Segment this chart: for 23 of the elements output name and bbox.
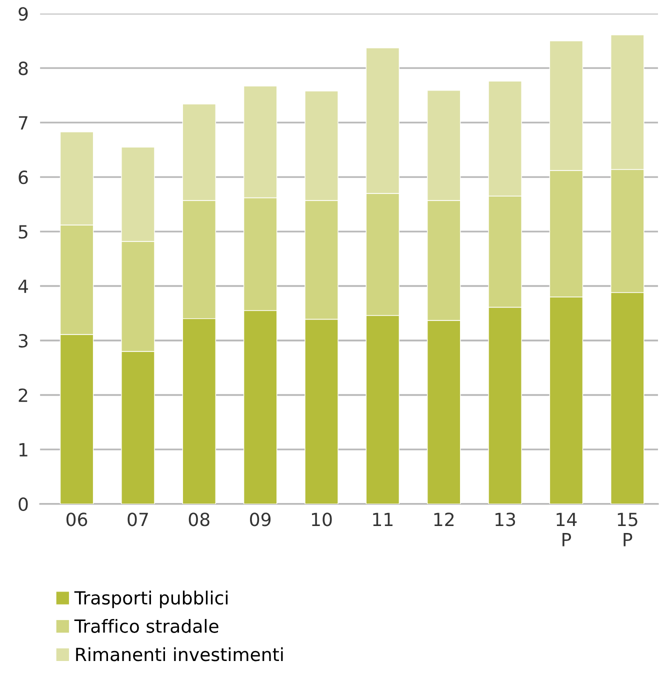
- x-tick-label: 13: [496, 512, 516, 526]
- y-tick-label: 3: [18, 334, 28, 348]
- x-tick-label: 06: [66, 512, 88, 526]
- x-tick-label: 12: [434, 512, 454, 526]
- x-tick-label: 10: [312, 512, 332, 526]
- y-tick-label: 8: [18, 62, 28, 76]
- x-tick-label: 15 P: [618, 512, 638, 546]
- legend-label: Traffico stradale: [74, 618, 218, 633]
- x-tick-label: 08: [188, 512, 210, 526]
- y-tick-label: 6: [18, 170, 28, 184]
- y-tick-label: 1: [19, 443, 28, 456]
- x-tick-label: 11: [373, 512, 392, 526]
- y-tick-label: 4: [18, 280, 28, 293]
- y-tick-label: 7: [18, 116, 28, 130]
- y-tick-label: 9: [18, 7, 28, 21]
- x-tick-label: 14 P: [556, 512, 577, 546]
- legend-label: Rimanenti investimenti: [76, 647, 283, 662]
- y-tick-label: 2: [18, 388, 28, 402]
- legend-label: Trasporti pubblici: [74, 590, 228, 608]
- x-tick-label: 09: [250, 512, 271, 526]
- y-tick-label: 0: [18, 497, 28, 512]
- x-tick-label: 07: [128, 512, 148, 526]
- y-tick-label: 5: [18, 225, 28, 239]
